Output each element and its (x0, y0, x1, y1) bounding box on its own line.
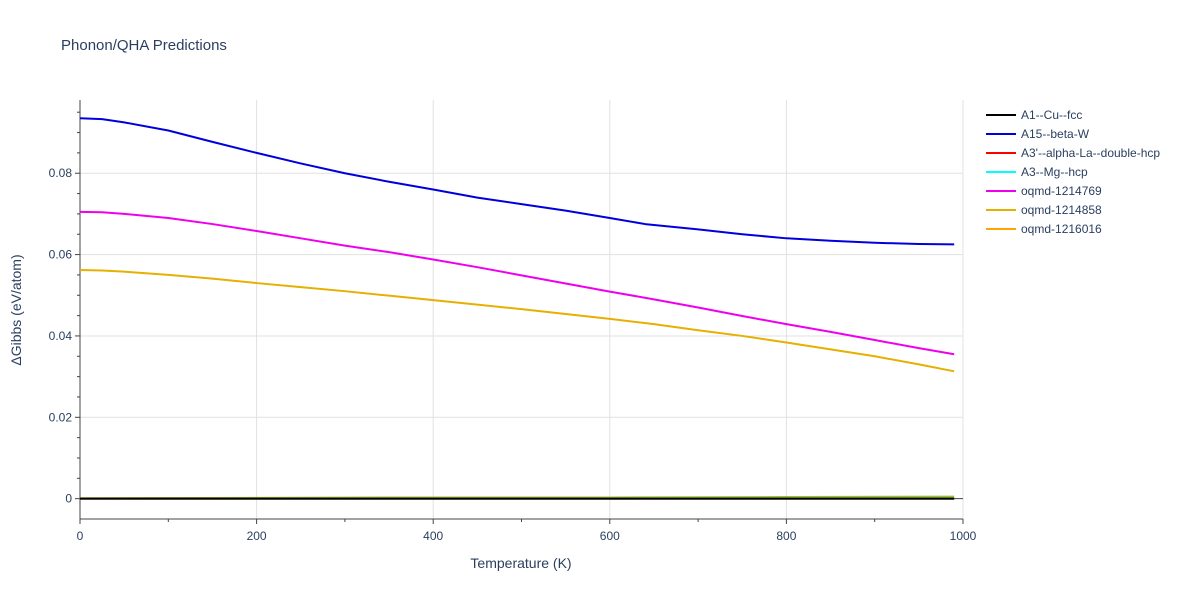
legend-label: oqmd-1216016 (1021, 222, 1102, 236)
legend-label: oqmd-1214858 (1021, 203, 1102, 217)
legend-label: A15--beta-W (1021, 127, 1090, 141)
y-tick-label: 0 (65, 492, 72, 506)
y-axis-title: ΔGibbs (eV/atom) (8, 254, 24, 365)
legend-item[interactable]: oqmd-1216016 (986, 222, 1102, 236)
x-tick-label: 600 (600, 529, 620, 543)
axes: 0 200 400 600 800 1000 0 0.02 0.04 0.06 0.08 (49, 100, 977, 543)
x-tick-label: 400 (423, 529, 443, 543)
y-tick-label: 0.04 (49, 329, 73, 343)
legend-label: A3'--alpha-La--double-hcp (1021, 146, 1160, 160)
legend-item[interactable]: A3'--alpha-La--double-hcp (986, 146, 1160, 160)
y-tick-label: 0.02 (49, 410, 73, 424)
legend-label: A1--Cu--fcc (1021, 108, 1082, 122)
legend-label: A3--Mg--hcp (1021, 165, 1088, 179)
legend-item[interactable]: oqmd-1214769 (986, 184, 1102, 198)
series-line (79, 210, 955, 356)
y-tick-label: 0.08 (49, 166, 73, 180)
x-tick-label: 0 (77, 529, 84, 543)
x-tick-label: 1000 (950, 529, 977, 543)
x-tick-label: 800 (776, 529, 796, 543)
y-tick-label: 0.06 (49, 248, 73, 262)
series-group (79, 117, 955, 500)
legend-label: oqmd-1214769 (1021, 184, 1102, 198)
legend[interactable]: A1--Cu--fcc A15--beta-W A3'--alpha-La--dou… (986, 108, 1160, 236)
legend-item[interactable]: A3--Mg--hcp (986, 165, 1088, 179)
chart-title: Phonon/QHA Predictions (61, 37, 227, 54)
x-tick-label: 200 (247, 529, 267, 543)
legend-item[interactable]: A15--beta-W (986, 127, 1090, 141)
series-line (79, 269, 955, 373)
legend-item[interactable]: A1--Cu--fcc (986, 108, 1082, 122)
legend-item[interactable]: oqmd-1214858 (986, 203, 1102, 217)
x-axis-title: Temperature (K) (470, 555, 571, 571)
series-line (79, 117, 955, 246)
